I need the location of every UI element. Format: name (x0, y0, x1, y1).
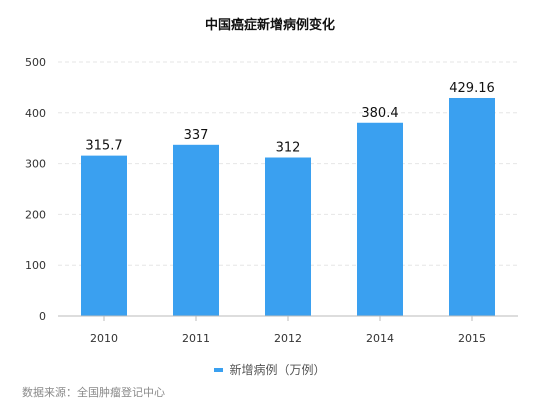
data-label: 380.4 (361, 106, 398, 121)
data-label: 429.16 (449, 81, 495, 96)
legend-label: 新增病例（万例） (229, 363, 326, 377)
data-labels: 315.7 337 312 380.4 429.16 (85, 81, 494, 156)
y-tick-label: 200 (25, 208, 46, 221)
legend[interactable]: 新增病例（万例） (0, 361, 540, 378)
bar[interactable] (173, 144, 219, 316)
y-tick-label: 400 (25, 107, 46, 120)
bars (81, 97, 495, 316)
y-tick-label: 500 (25, 56, 46, 69)
y-tick-label: 300 (25, 158, 46, 171)
x-axis: 2010 2011 2012 2014 2015 (58, 315, 518, 345)
legend-swatch (214, 367, 224, 372)
bar[interactable] (449, 97, 495, 316)
y-tick-label: 0 (39, 310, 46, 323)
x-tick-label: 2011 (182, 332, 210, 345)
chart-title: 中国癌症新增病例变化 (204, 18, 335, 33)
bar[interactable] (81, 155, 127, 316)
data-label: 337 (184, 128, 209, 143)
y-axis: 0 100 200 300 400 500 (25, 56, 46, 323)
data-label: 312 (276, 141, 301, 156)
x-tick-label: 2010 (90, 332, 118, 345)
source-note: 数据来源：全国肿瘤登记中心 (22, 386, 165, 399)
bar[interactable] (357, 122, 403, 316)
y-tick-label: 100 (25, 259, 46, 272)
x-tick-label: 2014 (366, 332, 394, 345)
x-tick-label: 2012 (274, 332, 302, 345)
x-tick-label: 2015 (458, 332, 486, 345)
bar[interactable] (265, 157, 311, 316)
data-label: 315.7 (85, 139, 122, 154)
